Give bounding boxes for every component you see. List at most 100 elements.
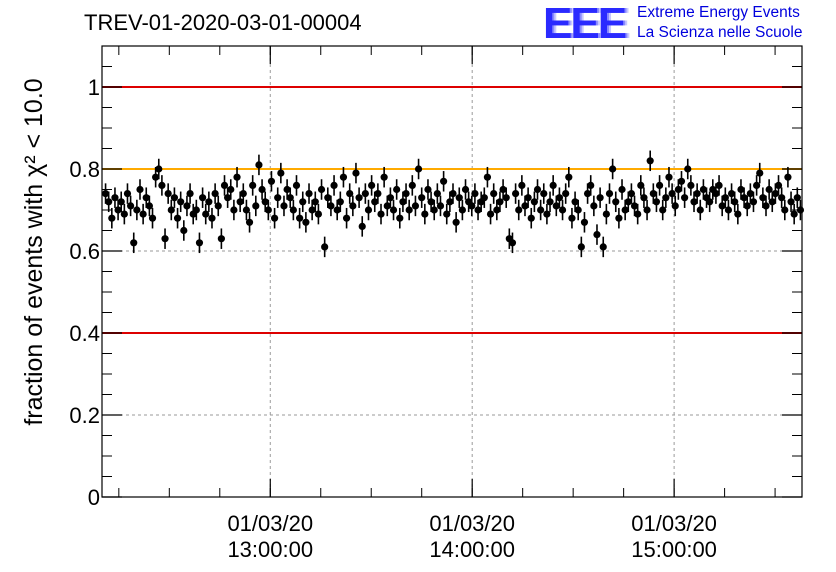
data-point [715, 181, 723, 189]
data-point [461, 185, 470, 194]
data-point [684, 165, 692, 173]
data-point [377, 210, 385, 218]
y-tick-label: 0.6 [69, 239, 100, 264]
data-point [414, 165, 423, 173]
data-point [258, 185, 266, 194]
data-point [202, 210, 210, 218]
data-point [155, 165, 163, 173]
data-point [615, 214, 623, 222]
data-point [727, 190, 736, 198]
data-point [486, 210, 495, 218]
data-point [227, 185, 235, 194]
data-point [706, 198, 714, 206]
data-point [458, 206, 466, 214]
data-point [233, 173, 241, 181]
data-point [249, 181, 257, 189]
data-point [468, 202, 476, 210]
data-point [371, 198, 379, 206]
data-point [217, 235, 225, 243]
data-point [180, 226, 188, 235]
data-point [778, 194, 786, 202]
data-point [192, 206, 200, 214]
data-point [662, 194, 670, 202]
logo-line-2: La Scienza nelle Scuole [637, 24, 803, 41]
data-point [427, 198, 435, 206]
data-point [555, 194, 564, 202]
data-point [230, 206, 238, 214]
data-point [383, 202, 391, 210]
y-tick-label: 1 [88, 75, 100, 100]
data-point [186, 190, 194, 198]
data-point [599, 243, 607, 251]
data-point [496, 198, 504, 206]
data-point [765, 185, 773, 194]
data-point [649, 190, 657, 198]
data-point [270, 214, 279, 222]
data-point [399, 198, 407, 206]
data-point [283, 185, 291, 194]
data-point [324, 194, 332, 202]
data-point [161, 235, 169, 243]
data-point [242, 206, 251, 214]
data-point [565, 173, 573, 181]
data-point [308, 206, 316, 214]
data-point [299, 198, 307, 206]
data-point [386, 194, 394, 202]
data-point [368, 181, 376, 189]
data-point [640, 194, 648, 202]
data-point [621, 206, 629, 214]
data-point [101, 190, 110, 198]
data-point [446, 198, 454, 206]
data-point [455, 194, 463, 202]
data-point [336, 198, 344, 206]
data-point [145, 202, 153, 210]
data-point [173, 214, 182, 222]
data-point [587, 181, 595, 189]
x-tick-label-time: 15:00:00 [631, 537, 717, 562]
data-point [152, 173, 160, 181]
data-point [609, 165, 617, 173]
data-point [768, 198, 776, 206]
data-point [512, 190, 520, 198]
data-point [737, 185, 745, 194]
data-point [220, 181, 229, 189]
data-point [211, 190, 219, 198]
tick-labels: 00.20.40.60.8101/03/2013:00:0001/03/2014… [69, 75, 717, 562]
data-point [346, 190, 354, 198]
y-axis-label: fraction of events with χ² < 10.0 [20, 78, 48, 425]
data-point [652, 198, 661, 206]
data-point [314, 210, 323, 218]
data-point [430, 206, 438, 214]
data-point [355, 194, 363, 202]
data-point [317, 185, 326, 194]
data-point [267, 177, 276, 185]
data-point [421, 210, 429, 218]
data-point [612, 198, 620, 206]
data-point [443, 210, 451, 218]
data-point [624, 198, 632, 206]
data-point [393, 185, 401, 194]
data-point [480, 194, 488, 202]
data-point [749, 198, 758, 206]
data-point [195, 239, 204, 247]
data-point [252, 202, 260, 210]
data-point [108, 214, 116, 222]
data-point [158, 181, 166, 189]
data-point [762, 202, 770, 210]
data-point [289, 206, 297, 214]
data-point [530, 198, 538, 206]
data-point [583, 190, 592, 198]
data-point [305, 190, 313, 198]
data-point [687, 181, 695, 189]
data-point [111, 194, 119, 202]
data-point [408, 181, 416, 189]
data-point [546, 198, 554, 206]
data-point [358, 222, 366, 230]
data-point [364, 206, 373, 214]
data-point [436, 202, 445, 210]
data-point [452, 218, 460, 226]
data-point [568, 214, 576, 222]
data-point [533, 185, 542, 194]
data-point [483, 173, 492, 181]
y-tick-label: 0.2 [69, 403, 100, 428]
